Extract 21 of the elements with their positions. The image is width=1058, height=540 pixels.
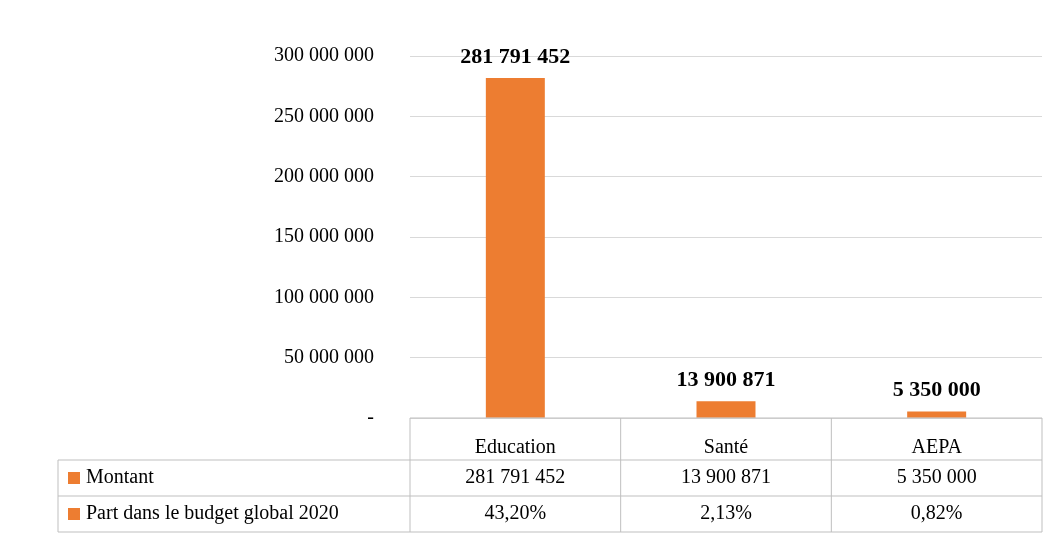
- data-label: 43,20%: [484, 501, 547, 524]
- data-label: 13 900 871: [681, 465, 771, 488]
- text: 281 791 452: [460, 42, 571, 68]
- data-label: 281 791 452: [465, 465, 566, 488]
- x-tick-label: Education: [474, 435, 556, 458]
- y-tick-label: 200 000 000: [274, 163, 374, 186]
- y-tick-label: 100 000 000: [274, 284, 374, 307]
- y-tick-label: -: [367, 405, 374, 428]
- legend-label: Montant: [86, 465, 155, 488]
- y-tick-label: 250 000 000: [274, 103, 374, 126]
- x-tick-label: AEPA: [911, 435, 963, 458]
- x-tick-label: Santé: [703, 435, 749, 458]
- data-label: 2,13%: [700, 501, 752, 524]
- y-tick-label: 150 000 000: [274, 224, 374, 247]
- legend-label: Part dans le budget global 2020: [86, 501, 339, 525]
- text: 13 900 871: [676, 365, 776, 391]
- y-tick-label: 300 000 000: [274, 43, 374, 66]
- y-tick-label: 50 000 000: [284, 344, 374, 367]
- data-label: 0,82%: [910, 501, 963, 524]
- data-label: 5 350 000: [896, 465, 977, 488]
- text: 5 350 000: [892, 376, 981, 402]
